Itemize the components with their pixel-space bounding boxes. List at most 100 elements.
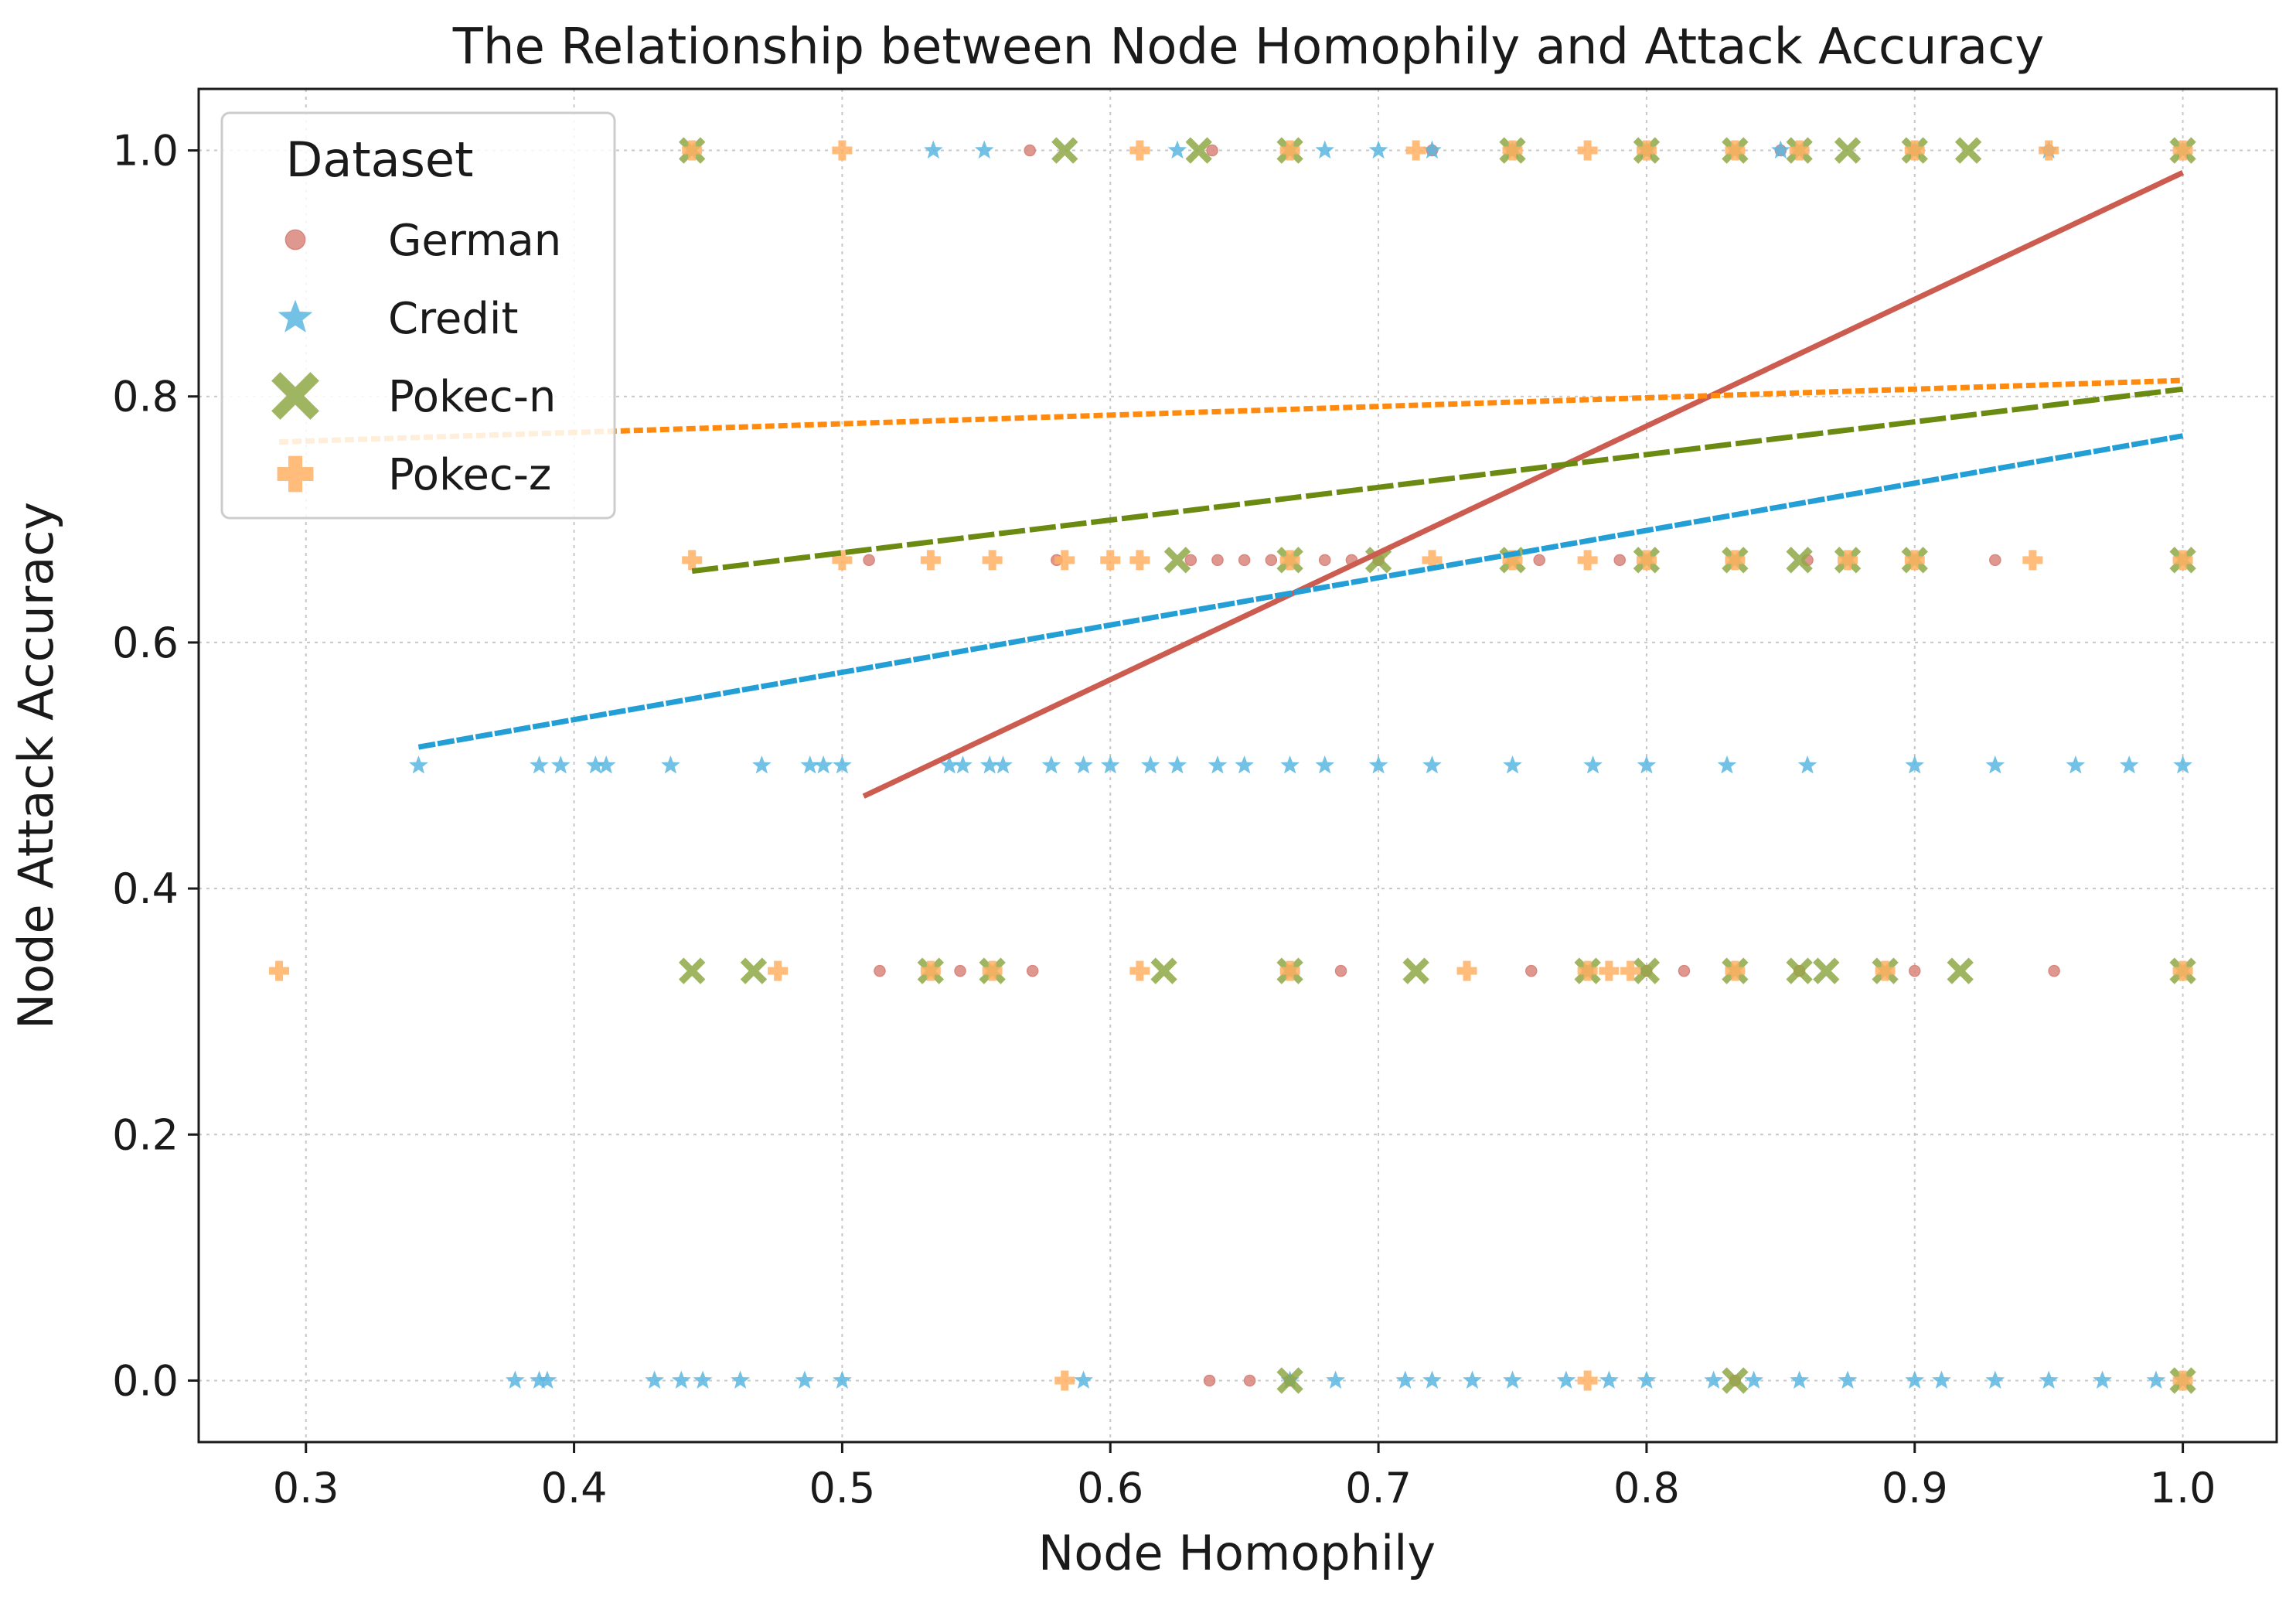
data-point (1556, 1370, 1576, 1389)
data-point (1167, 755, 1187, 774)
data-point (1129, 960, 1150, 981)
y-tick-label: 0.8 (112, 373, 179, 421)
data-point (833, 755, 852, 774)
data-point (1838, 550, 1858, 571)
data-point (1744, 1370, 1763, 1389)
data-point (1636, 140, 1657, 161)
data-point (1985, 1370, 2005, 1389)
data-point (505, 1370, 525, 1389)
x-tick-label: 0.7 (1345, 1464, 1412, 1512)
data-point (1203, 1374, 1216, 1387)
data-point (1786, 957, 1813, 984)
data-point (1905, 755, 1925, 774)
data-point (1502, 140, 1523, 161)
data-point (1633, 957, 1661, 984)
data-point (2172, 960, 2193, 981)
data-point (1577, 140, 1598, 161)
legend-label: Pokec-z (388, 450, 551, 500)
data-point (1054, 1370, 1075, 1391)
x-tick-label: 0.3 (273, 1464, 339, 1512)
legend-box (220, 111, 616, 520)
data-point (1909, 964, 1921, 977)
legend-label: Credit (388, 294, 518, 344)
data-point (1620, 960, 1641, 981)
data-point (1838, 1370, 1858, 1389)
y-axis-ticks: 0.0 0.2 0.4 0.6 0.8 1.0 (112, 127, 199, 1405)
data-point (1422, 1370, 1442, 1389)
data-point (1074, 1370, 1093, 1389)
x-axis-ticks: 0.3 0.4 0.5 0.6 0.7 0.8 0.9 1.0 (273, 1442, 2216, 1512)
data-point (1422, 755, 1442, 774)
data-point (1583, 755, 1603, 774)
data-point (1725, 960, 1746, 981)
data-point (1954, 137, 1982, 164)
data-point (1265, 554, 1278, 567)
x-axis-label: Node Homophily (1038, 1525, 1436, 1581)
data-point (586, 755, 605, 774)
legend-marker (284, 229, 306, 251)
data-point (1140, 755, 1160, 774)
data-point (939, 755, 959, 774)
data-point (2039, 140, 2059, 161)
data-point (2172, 140, 2193, 161)
data-point (1613, 554, 1626, 567)
data-point (920, 960, 941, 981)
data-point (1051, 137, 1078, 164)
data-point (1279, 550, 1300, 571)
data-point (920, 550, 941, 571)
data-point (1503, 1370, 1522, 1389)
data-point (1985, 755, 2005, 774)
data-point (1364, 547, 1392, 574)
data-point (2173, 755, 2192, 774)
data-point (813, 755, 833, 774)
legend-label: Pokec-n (388, 372, 556, 422)
data-point (1206, 144, 1218, 157)
data-points (269, 137, 2196, 1394)
data-point (682, 140, 703, 161)
data-point (2119, 755, 2139, 774)
data-point (1402, 957, 1429, 984)
data-point (1276, 1367, 1303, 1394)
data-point (1422, 140, 1442, 159)
data-point (1074, 755, 1093, 774)
series-german (863, 144, 2060, 1387)
data-point (1315, 140, 1335, 159)
data-point (671, 1370, 691, 1389)
data-point (1129, 550, 1150, 571)
y-tick-label: 1.0 (112, 127, 179, 176)
data-point (1243, 1374, 1256, 1387)
data-point (1235, 755, 1254, 774)
data-point (924, 140, 943, 159)
x-tick-label: 0.4 (541, 1464, 608, 1512)
y-tick-label: 0.0 (112, 1356, 179, 1405)
data-point (1525, 964, 1538, 977)
data-point (800, 755, 820, 774)
data-point (1150, 957, 1177, 984)
data-point (1456, 960, 1477, 981)
data-point (1463, 1370, 1482, 1389)
data-point (2172, 550, 2193, 571)
data-point (1184, 554, 1197, 567)
x-tick-label: 1.0 (2150, 1464, 2216, 1512)
data-point (661, 755, 680, 774)
legend-marker (278, 299, 313, 332)
data-point (1315, 755, 1335, 774)
data-point (874, 964, 886, 977)
data-point (1279, 140, 1300, 161)
x-tick-label: 0.6 (1077, 1464, 1143, 1512)
data-point (993, 755, 1013, 774)
data-point (1722, 1367, 1749, 1394)
data-point (1678, 964, 1691, 977)
y-axis-label: Node Attack Accuracy (8, 502, 64, 1029)
data-point (2146, 1370, 2166, 1389)
data-point (1577, 550, 1598, 571)
trend-line-credit (417, 433, 2184, 750)
legend-marker (277, 455, 314, 493)
y-tick-label: 0.4 (112, 864, 179, 913)
data-point (1904, 140, 1925, 161)
data-point (693, 1370, 713, 1389)
data-point (979, 755, 1000, 774)
data-point (1771, 140, 1790, 159)
y-tick-label: 0.2 (112, 1110, 179, 1159)
